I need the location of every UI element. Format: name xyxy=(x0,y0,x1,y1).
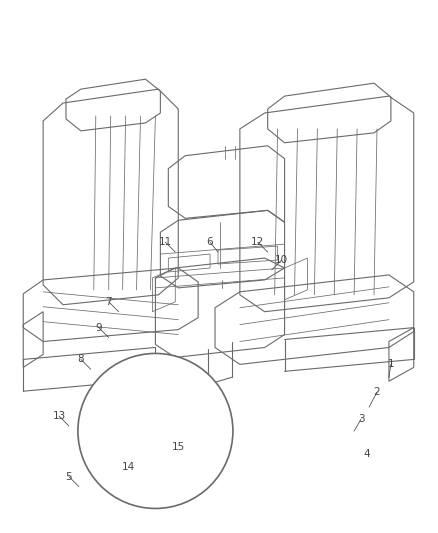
Text: 8: 8 xyxy=(78,354,84,365)
Text: 11: 11 xyxy=(159,237,172,247)
Text: 10: 10 xyxy=(275,255,288,265)
Text: 1: 1 xyxy=(388,359,394,369)
Polygon shape xyxy=(113,377,175,457)
Polygon shape xyxy=(133,444,155,467)
Text: 14: 14 xyxy=(122,462,135,472)
Text: 13: 13 xyxy=(53,411,66,421)
Text: 15: 15 xyxy=(172,442,185,452)
Text: 3: 3 xyxy=(358,414,364,424)
Text: 5: 5 xyxy=(66,472,72,482)
Text: 7: 7 xyxy=(106,297,112,307)
Text: 12: 12 xyxy=(251,237,265,247)
Text: 9: 9 xyxy=(95,322,102,333)
Text: 6: 6 xyxy=(207,237,213,247)
Text: 4: 4 xyxy=(364,449,371,459)
Circle shape xyxy=(78,353,233,508)
Text: 2: 2 xyxy=(374,387,380,397)
